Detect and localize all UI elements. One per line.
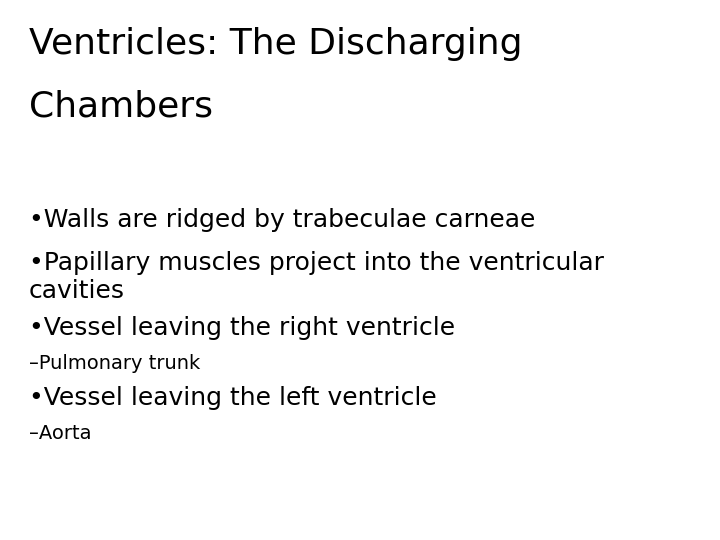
Text: Ventricles: The Discharging: Ventricles: The Discharging bbox=[29, 27, 522, 61]
Text: •Papillary muscles project into the ventricular
cavities: •Papillary muscles project into the vent… bbox=[29, 251, 604, 303]
Text: Chambers: Chambers bbox=[29, 89, 213, 123]
Text: –Aorta: –Aorta bbox=[29, 424, 91, 443]
Text: •Vessel leaving the left ventricle: •Vessel leaving the left ventricle bbox=[29, 386, 436, 410]
Text: –Pulmonary trunk: –Pulmonary trunk bbox=[29, 354, 200, 373]
Text: •Walls are ridged by trabeculae carneae: •Walls are ridged by trabeculae carneae bbox=[29, 208, 535, 232]
Text: •Vessel leaving the right ventricle: •Vessel leaving the right ventricle bbox=[29, 316, 455, 340]
